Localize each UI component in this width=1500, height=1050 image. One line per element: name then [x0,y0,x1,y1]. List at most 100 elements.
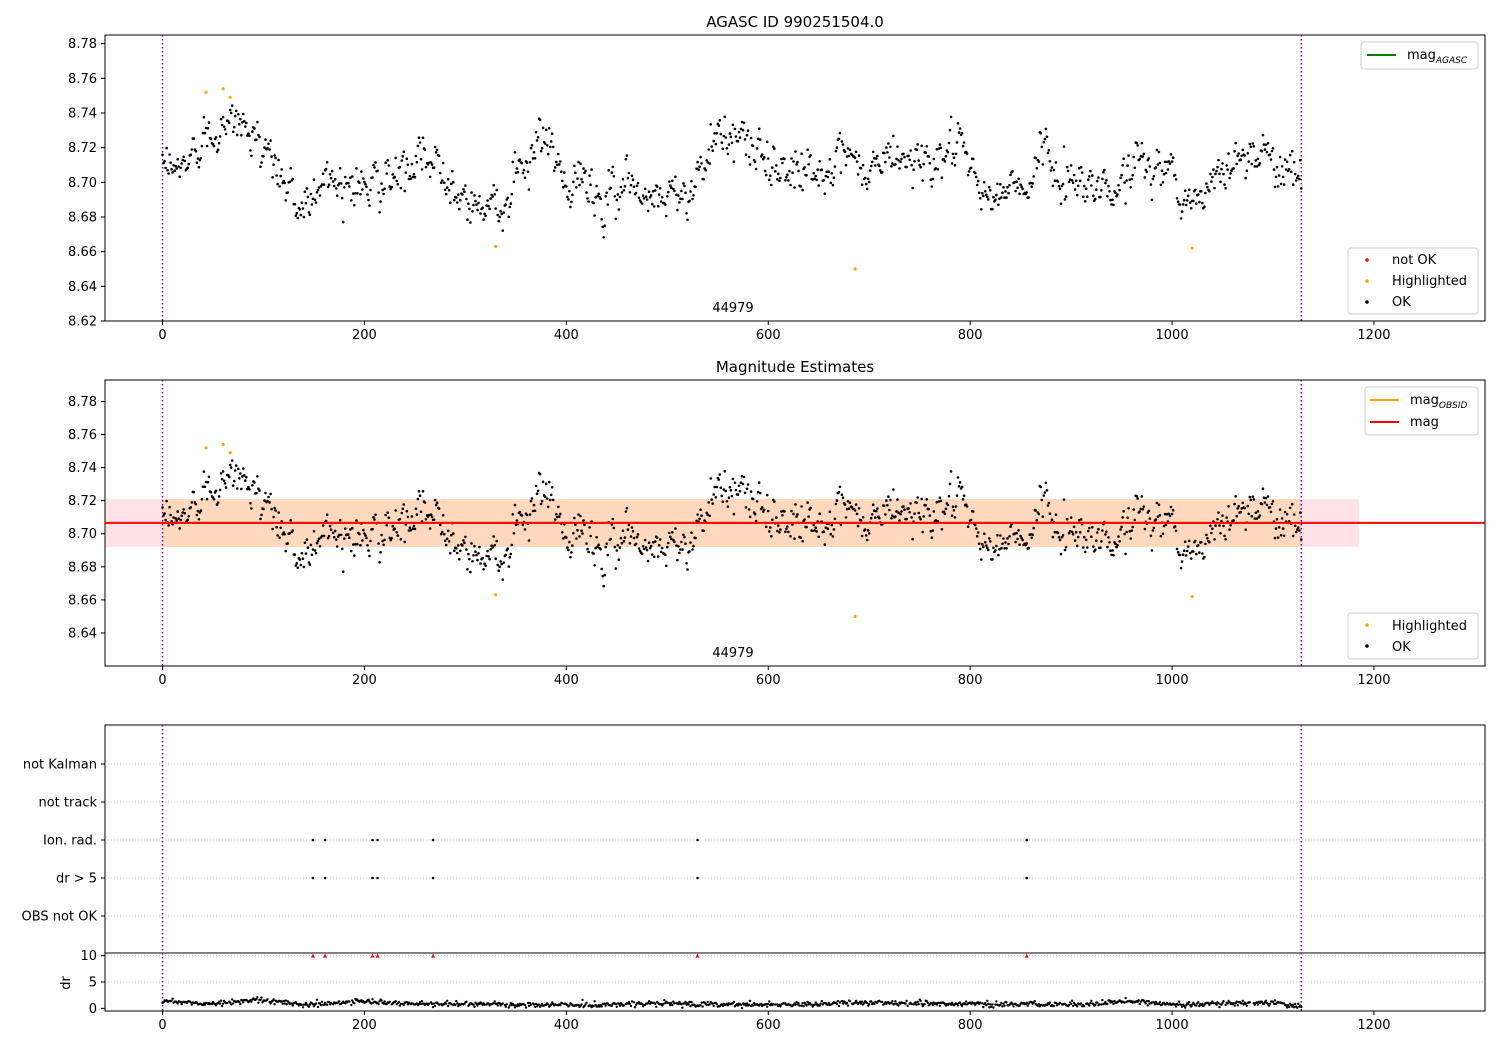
panel2-ok-point [723,470,727,473]
panel2-ok-point [597,543,600,546]
panel2-annotation: 44979 [712,646,753,661]
panel2-ok-point [910,516,913,519]
panel1-ok-point [981,191,984,195]
panel2-ok-point [234,464,238,467]
panel1-ok-point [575,186,578,189]
panel1-ok-point [909,149,912,152]
panel2-ok-point [430,515,434,519]
panel4-dr-point [1011,1003,1014,1006]
panel1-ok-point [167,172,170,175]
panel4-dr-point [687,1003,690,1006]
panel1-ok-point [708,162,711,165]
panel2-ok-point [626,528,630,531]
panel2-ok-point [980,558,983,561]
panel2-ok-point [1079,518,1083,521]
panel1-ok-point [645,198,649,201]
panel4-dr-point [189,1001,192,1004]
panel1-ok-point [451,169,454,173]
panel4-dr-point [1153,1003,1157,1006]
panel2-ok-point [1241,501,1244,505]
panel2-ok-point [649,544,653,548]
panel2-ok-point [1178,553,1182,557]
panel1-ok-point [648,196,652,199]
panel2-ok-point [957,485,961,488]
panel4-dr-point [405,1000,408,1004]
panel2-ok-point [1276,536,1280,539]
panel1-ok-point [510,192,514,196]
panel2-ok-point [689,541,692,544]
panel2-ok-point [666,545,669,549]
panel1-ok-point [918,163,921,167]
panel2-ok-point [1062,498,1066,501]
panel1-ok-point [538,118,542,122]
panel1-ok-point [1205,182,1208,185]
panel2-ok-point [284,549,288,553]
panel1-ok-point [540,146,544,150]
panel2-ok-point [999,534,1002,537]
panel2-ok-point [838,485,842,489]
panel2-ok-point [992,546,995,550]
panel2-ok-point [595,536,598,539]
panel2-ok-point [668,531,671,535]
panel2-ok-point [1105,530,1108,534]
panel4-dr-point [1236,1004,1239,1007]
panel2-ok-point [518,510,522,514]
panel1-ytick-label: 8.66 [68,245,97,260]
panel1-ok-point [335,194,339,197]
panel2-ok-point [706,513,709,516]
panel2-highlighted-point [228,451,232,455]
panel4-dr-point [1037,1002,1041,1006]
panel4-dr-point [532,1003,536,1006]
panel4-dr-point [496,1004,499,1007]
panel2-ok-point [707,501,710,504]
panel1-ok-point [824,174,828,178]
panel2-ok-point [520,514,524,517]
panel2-ok-point [1143,527,1147,531]
panel2-ok-point [733,481,737,485]
panel2-ok-point [296,566,300,570]
panel4-dr-point [300,1003,304,1006]
panel4-dr-point [984,1001,987,1005]
panel1-ok-point [1109,198,1112,202]
panel1-ok-point [446,177,450,181]
panel1-ok-point [869,164,873,168]
panel1-ok-point [731,123,735,127]
panel1-ok-point [371,176,374,179]
panel2-ok-point [717,478,721,481]
panel1-ok-point [666,195,669,198]
panel2-ok-point [205,497,209,501]
panel2-ok-point [385,524,389,527]
panel4-dr-point [1002,1002,1005,1005]
panel2-ok-point [1125,530,1128,534]
panel2-ok-point [161,506,164,509]
panel2-ok-point [344,527,347,530]
panel2-xtick-label: 1200 [1357,673,1390,688]
panel2-ok-point [307,561,311,564]
panel1-ok-point [203,131,207,135]
panel1-ok-point [406,163,410,166]
panel2-ok-point [917,511,920,515]
panel4-dr-point [581,998,584,1002]
panel2-ok-point [442,532,446,536]
panel2-ok-point [700,514,703,517]
panel1-ok-point [514,171,518,175]
panel1-ok-point [805,174,808,177]
panel2-ok-point [536,489,540,493]
panel1-ok-point [1003,196,1006,199]
panel2-ok-point [757,481,761,484]
panel1-ok-point [1223,183,1226,186]
panel4-dr-point [437,1003,441,1006]
panel1-ok-point [1079,166,1083,169]
panel1-ok-point [350,199,353,202]
panel1-ok-point [616,193,620,196]
panel1-ok-point [228,108,232,112]
panel1-ok-point [373,166,376,169]
panel2-ok-point [913,512,916,515]
panel2-ok-point [510,543,514,547]
panel2-ok-point [1072,525,1076,529]
panel1-ok-point [1269,158,1273,161]
panel4-dr-point [1058,1001,1062,1004]
panel2-ok-point [1054,513,1058,516]
panel1-ok-point [559,160,562,163]
